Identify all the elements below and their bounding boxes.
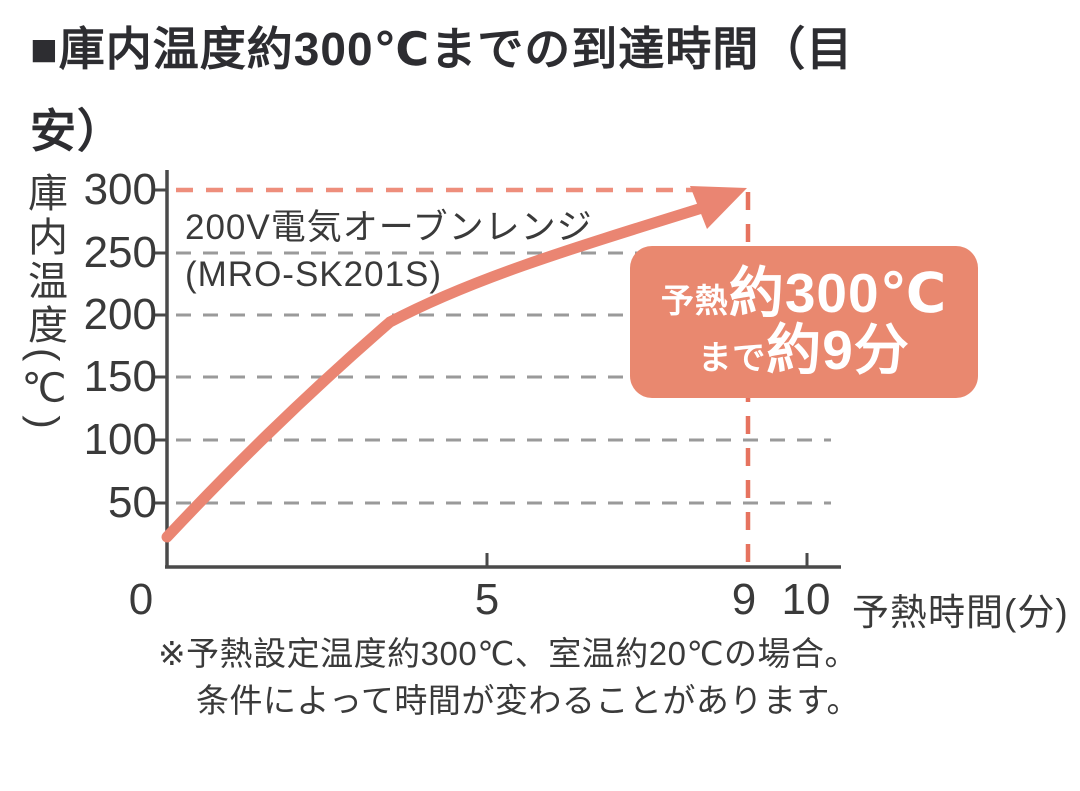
page-title-line1: ■庫内温度約300℃までの到達時間（目 (30, 23, 854, 75)
y-tick-label-250: 250 (83, 228, 157, 277)
x-tick-label-5: 5 (474, 575, 500, 624)
y-tick-label-200: 200 (83, 290, 157, 339)
y-tick-label-300: 300 (83, 165, 157, 214)
footnote: ※予熱設定温度約300℃、室温約20℃の場合。 条件によって時間が変わることがあ… (158, 631, 860, 724)
series-label-line2: (MRO-SK201S) (185, 255, 443, 294)
series-label-line1: 200V電気オーブンレンジ (185, 208, 593, 247)
y-tick-label-150: 150 (83, 352, 157, 401)
series-label: 200V電気オーブンレンジ (MRO-SK201S) (185, 204, 593, 298)
y-axis-title: 庫内温度(℃) (22, 172, 66, 433)
annotation-line2: まで 約9分 (698, 323, 910, 378)
y-tick-marks (153, 188, 167, 505)
footnote-line2: 条件によって時間が変わることがあります。 (196, 681, 861, 719)
x-axis-title: 予熱時間(分) (852, 592, 1069, 633)
axes (165, 170, 841, 569)
annotation-line2-big: 約9分 (766, 319, 910, 381)
annotation-callout: 予熱 約300℃ まで 約9分 (630, 246, 978, 398)
x-tick-label-0: 0 (128, 575, 154, 624)
x-tick-label-9: 9 (731, 575, 757, 624)
x-tick-label-10: 10 (781, 575, 831, 624)
annotation-line1-small: 予熱 (660, 282, 729, 319)
temperature-curve (161, 202, 708, 543)
footnote-line1: ※予熱設定温度約300℃、室温約20℃の場合。 (158, 635, 859, 672)
y-tick-label-50: 50 (108, 478, 157, 527)
annotation-line2-small: まで (698, 339, 767, 376)
x-tick-marks (485, 553, 809, 567)
page-title-line2: 安） (30, 105, 124, 157)
annotation-line1-big: 約300℃ (728, 262, 948, 324)
page-title: ■庫内温度約300℃までの到達時間（目 安） (30, 8, 1060, 172)
y-tick-label-100: 100 (83, 415, 157, 464)
arrow-head-icon (690, 186, 747, 229)
annotation-line1: 予熱 約300℃ (661, 266, 947, 321)
